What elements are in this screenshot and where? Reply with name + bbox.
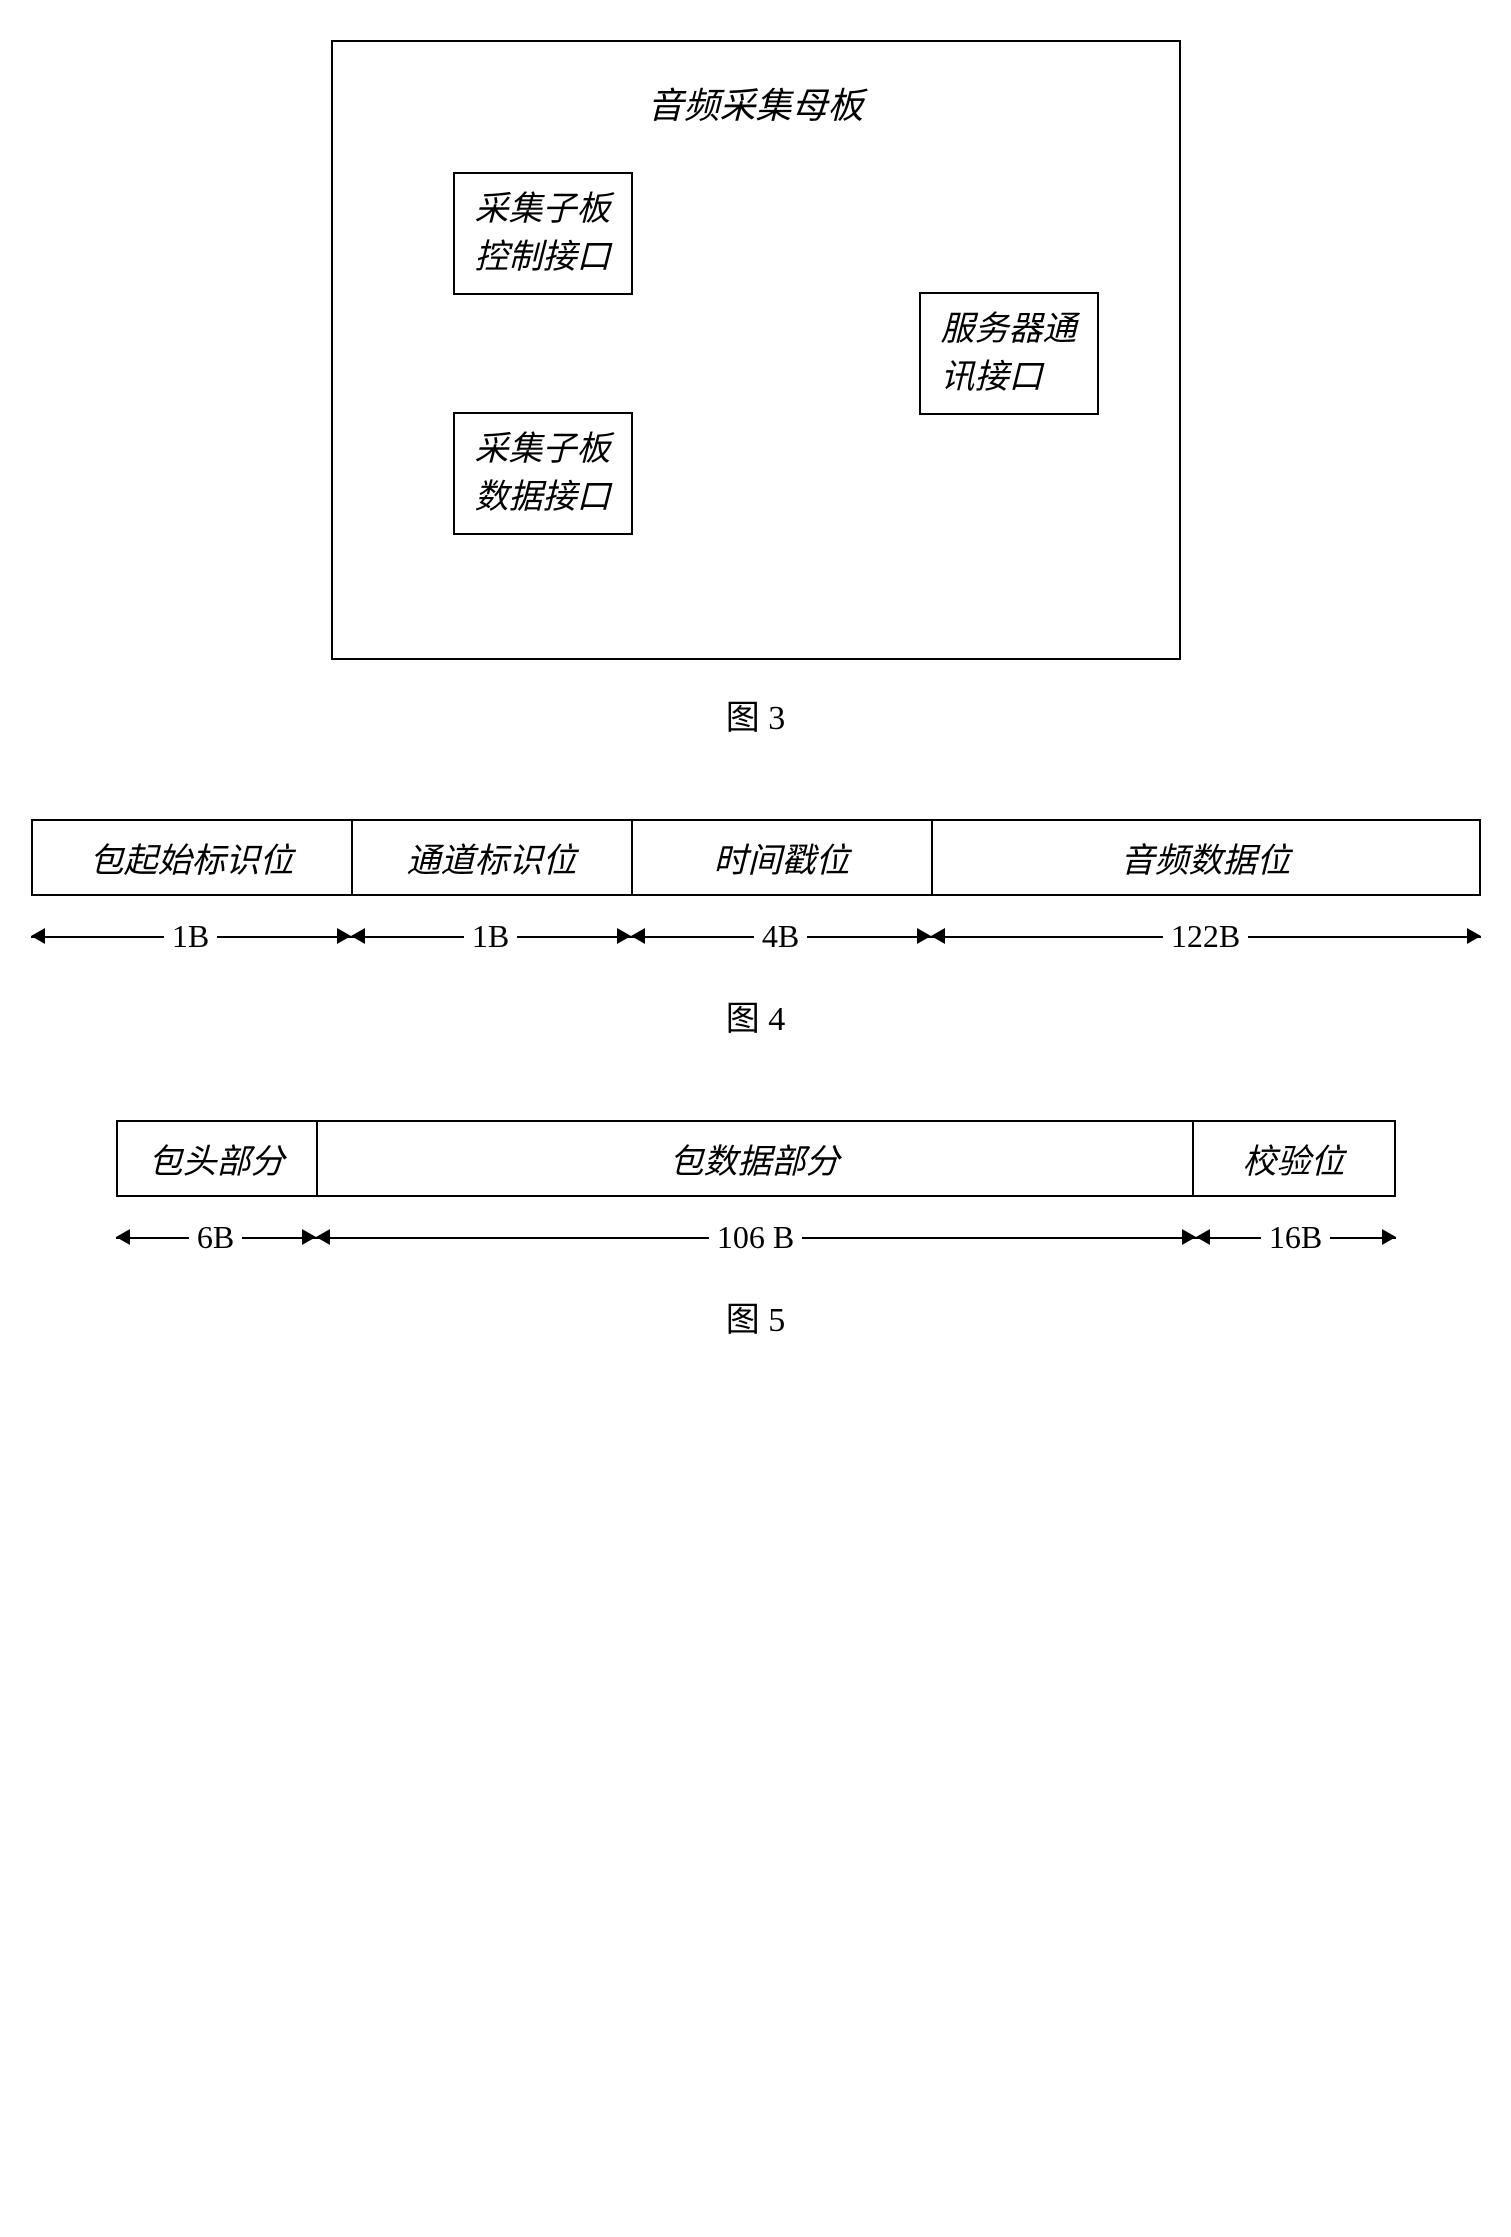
fig3-caption: 图 3 (726, 690, 786, 739)
fig3-box-server-comm-interface: 服务器通 讯接口 (919, 292, 1099, 415)
fig4-dim-3: 4B (631, 918, 931, 955)
fig4-cell-timestamp: 时间戳位 (633, 821, 933, 894)
fig5-dim-2: 106 B (316, 1219, 1196, 1256)
fig4-dim-3-label: 4B (754, 918, 807, 955)
fig5-dim-3: 16B (1196, 1219, 1396, 1256)
fig5-dim-3-label: 16B (1261, 1219, 1330, 1256)
fig3-title: 音频采集母板 (353, 77, 1159, 129)
fig4-cell-audio-data: 音频数据位 (933, 821, 1479, 894)
figure-4: 包起始标识位 通道标识位 时间戳位 音频数据位 1B 1B 4B 122B 图 … (20, 819, 1491, 1040)
fig3-box2-line1: 采集子板 (475, 426, 611, 474)
fig4-dim-1-label: 1B (164, 918, 217, 955)
fig3-box1-line2: 控制接口 (475, 234, 611, 282)
fig4-cell-channel-flag: 通道标识位 (353, 821, 633, 894)
fig5-cell-checksum: 校验位 (1194, 1122, 1394, 1195)
fig4-dimensions: 1B 1B 4B 122B (31, 911, 1481, 961)
fig4-dim-4: 122B (931, 918, 1481, 955)
fig5-table: 包头部分 包数据部分 校验位 (116, 1120, 1396, 1197)
figure-3: 音频采集母板 采集子板 控制接口 采集子板 数据接口 服务器通 讯接口 图 3 (20, 40, 1491, 739)
fig5-dim-1-label: 6B (189, 1219, 242, 1256)
fig5-dim-2-label: 106 B (709, 1219, 802, 1256)
fig4-cell-packet-start-flag: 包起始标识位 (33, 821, 353, 894)
fig3-box1-line1: 采集子板 (475, 186, 611, 234)
fig3-box-data-interface: 采集子板 数据接口 (453, 412, 633, 535)
fig4-dim-1: 1B (31, 918, 351, 955)
fig5-dimensions: 6B 106 B 16B (116, 1212, 1396, 1262)
figure-5: 包头部分 包数据部分 校验位 6B 106 B 16B 图 5 (20, 1120, 1491, 1341)
fig4-dim-4-label: 122B (1163, 918, 1248, 955)
fig4-table: 包起始标识位 通道标识位 时间戳位 音频数据位 (31, 819, 1481, 896)
fig3-box3-line1: 服务器通 (941, 306, 1077, 354)
fig5-dim-1: 6B (116, 1219, 316, 1256)
fig5-caption: 图 5 (726, 1292, 786, 1341)
fig3-box3-line2: 讯接口 (941, 354, 1077, 402)
fig3-box2-line2: 数据接口 (475, 474, 611, 522)
fig3-outer-box: 音频采集母板 采集子板 控制接口 采集子板 数据接口 服务器通 讯接口 (331, 40, 1181, 660)
fig5-cell-packet-header: 包头部分 (118, 1122, 318, 1195)
fig3-box-control-interface: 采集子板 控制接口 (453, 172, 633, 295)
fig4-dim-2: 1B (351, 918, 631, 955)
fig4-dim-2-label: 1B (464, 918, 517, 955)
fig5-cell-packet-data: 包数据部分 (318, 1122, 1194, 1195)
fig4-caption: 图 4 (726, 991, 786, 1040)
